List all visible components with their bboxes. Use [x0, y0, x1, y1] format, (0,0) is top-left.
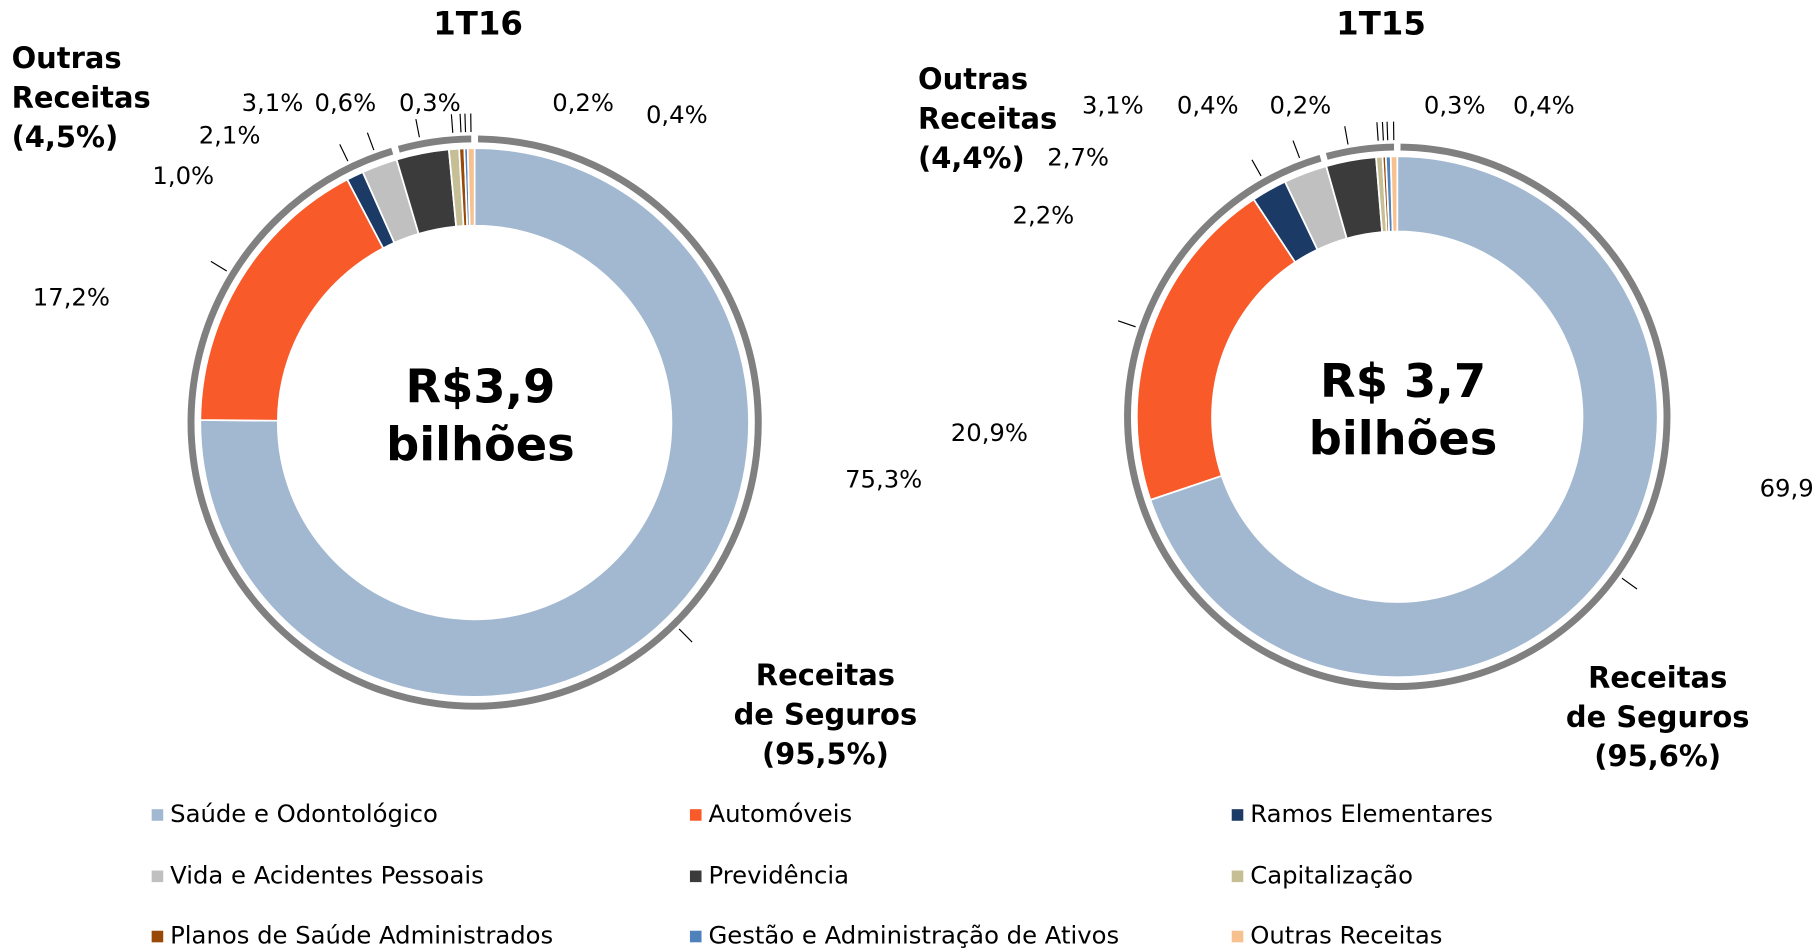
group-label: Receitas	[12, 81, 151, 115]
legend-swatch	[689, 809, 702, 821]
leader-line	[464, 113, 467, 133]
leader-line	[1251, 159, 1262, 177]
leader-line	[1621, 577, 1638, 590]
group-label: de Seguros	[734, 698, 918, 732]
value-label: 69,9%	[1760, 474, 1814, 503]
leader-line	[210, 260, 228, 272]
value-label: 3,1%	[1082, 91, 1144, 120]
group-label: Receitas	[756, 658, 895, 692]
leader-line	[1386, 121, 1389, 141]
leader-line	[459, 113, 462, 133]
value-label: 0,2%	[552, 88, 614, 117]
value-label: 2,2%	[1013, 200, 1075, 229]
center-text: bilhões	[1309, 412, 1498, 466]
group-arc	[187, 135, 762, 710]
value-label: 0,4%	[646, 100, 708, 129]
legend-swatch	[1231, 809, 1244, 821]
donut-slice	[1135, 198, 1297, 501]
value-label: 75,3%	[845, 464, 922, 493]
donut-slice	[199, 178, 385, 422]
chart-title: 1T16	[433, 4, 523, 42]
legend-swatch	[151, 930, 164, 943]
legend-swatch	[151, 809, 164, 821]
group-label: (95,6%)	[1594, 739, 1721, 773]
leader-line	[366, 132, 375, 151]
legend-swatch	[689, 870, 702, 883]
donut-slice	[1389, 155, 1399, 233]
legend-swatch	[151, 870, 164, 883]
group-label: (4,4%)	[918, 141, 1025, 175]
group-arc	[1325, 143, 1395, 160]
legend-label: Previdência	[708, 860, 849, 889]
value-label: 2,1%	[199, 121, 261, 150]
group-label: (4,5%)	[12, 120, 119, 154]
donut-slice	[199, 147, 750, 698]
center-text: bilhões	[386, 418, 575, 472]
value-label: 17,2%	[33, 283, 110, 312]
legend-label: Ramos Elementares	[1250, 799, 1493, 828]
group-arc	[397, 135, 472, 153]
leader-line	[1381, 121, 1384, 141]
value-label: 0,4%	[1513, 91, 1575, 120]
value-label: 0,6%	[314, 88, 376, 117]
leader-line	[1292, 140, 1301, 159]
value-label: 0,3%	[399, 88, 461, 117]
legend-label: Capitalização	[1250, 860, 1413, 889]
legend-label: Gestão e Administração de Ativos	[708, 921, 1119, 950]
group-label: de Seguros	[1566, 700, 1750, 734]
legend-label: Planos de Saúde Administrados	[170, 921, 553, 950]
legend-label: Outras Receitas	[1250, 921, 1442, 950]
center-text: R$3,9	[405, 360, 555, 414]
donut-slice	[1149, 155, 1659, 679]
donut-slice	[466, 147, 476, 227]
value-label: 20,9%	[951, 418, 1028, 447]
legend-label: Automóveis	[708, 799, 852, 828]
value-label: 2,7%	[1047, 143, 1109, 172]
legend-swatch	[1231, 930, 1244, 943]
leader-line	[1344, 126, 1349, 145]
leader-line	[339, 144, 349, 162]
group-label: Receitas	[918, 101, 1057, 135]
center-text: R$ 3,7	[1320, 354, 1486, 408]
group-label: (95,5%)	[762, 737, 889, 771]
legend-swatch	[1231, 870, 1244, 883]
leader-line	[678, 628, 693, 643]
group-label: Outras	[918, 62, 1028, 96]
legend-label: Saúde e Odontológico	[170, 799, 438, 828]
legend-swatch	[689, 930, 702, 943]
group-arc	[1124, 143, 1671, 690]
value-label: 0,4%	[1177, 91, 1239, 120]
leader-line	[450, 114, 454, 133]
chart-title: 1T15	[1336, 4, 1426, 42]
leader-line	[1117, 320, 1136, 328]
legend-label: Vida e Acidentes Pessoais	[170, 860, 484, 889]
group-label: Outras	[12, 41, 122, 75]
leader-line	[1376, 122, 1379, 141]
value-label: 1,0%	[152, 161, 214, 190]
value-label: 0,3%	[1424, 91, 1486, 120]
leader-line	[415, 118, 420, 138]
value-label: 0,2%	[1270, 91, 1332, 120]
charts: 1T16 75,3% 17,2% 1,0% 2,1% 3,1% 0,6% 0,3% 0,2% 0,…	[12, 4, 1814, 949]
value-label: 3,1%	[242, 88, 304, 117]
group-label: Receitas	[1588, 661, 1727, 695]
